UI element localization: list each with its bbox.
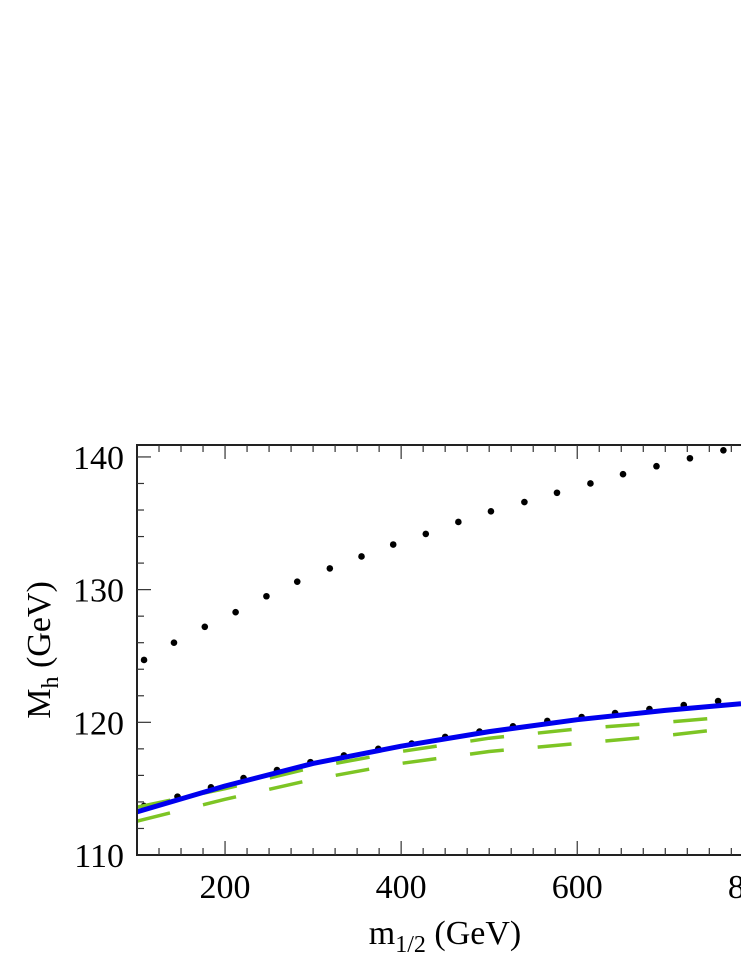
series-0-point	[686, 454, 694, 462]
y-tick-label: 140	[73, 440, 124, 477]
series-0-point	[293, 578, 301, 585]
plot-marks	[137, 447, 741, 823]
series-0-point	[263, 592, 270, 600]
series-0-point	[358, 553, 365, 560]
series-0-point	[232, 608, 239, 616]
axis-ticks	[137, 445, 732, 855]
x-tick-label: 400	[376, 869, 427, 906]
y-tick-label: 130	[73, 573, 124, 610]
series-0-point	[201, 623, 209, 631]
series-0-point	[619, 470, 627, 478]
x-tick-label: 600	[552, 869, 603, 906]
series-0-point	[521, 498, 528, 506]
series-0-point	[720, 447, 727, 454]
series-0-point	[553, 489, 561, 497]
y-tick-label: 110	[74, 838, 124, 875]
series-2-line	[137, 701, 741, 815]
series-0-point	[140, 656, 148, 664]
series-0-point	[170, 639, 178, 647]
y-axis-label: Mh (GeV)	[21, 581, 64, 719]
series-0-point	[487, 508, 495, 515]
series-1-point	[714, 697, 722, 705]
plot-frame	[136, 444, 741, 856]
tick-labels: 200 400 600 800 110 120 130 140	[73, 440, 741, 906]
x-axis-label: m1/2 (GeV)	[369, 915, 521, 958]
series-0-point	[455, 518, 462, 526]
y-tick-label: 120	[73, 705, 124, 742]
x-tick-label: 800	[728, 869, 741, 906]
series-group	[137, 447, 741, 823]
series-0-point	[587, 480, 594, 487]
series-0-point	[422, 530, 430, 538]
x-tick-label: 200	[200, 869, 251, 906]
series-0-point	[326, 565, 334, 572]
series-0-point	[389, 541, 397, 548]
series-3-line	[137, 716, 713, 809]
series-0-point	[653, 462, 660, 470]
